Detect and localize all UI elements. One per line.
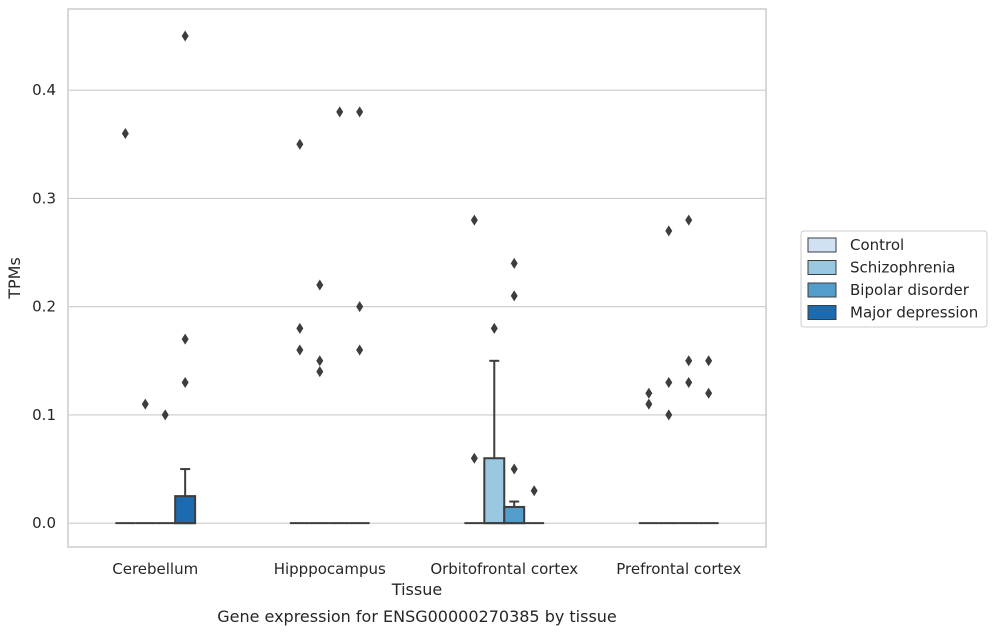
box-plot — [155, 409, 176, 525]
box-plot — [329, 106, 350, 525]
legend-label: Bipolar disorder — [850, 281, 970, 299]
y-tick-label: 0.2 — [32, 298, 56, 316]
outlier-point — [510, 463, 518, 475]
box-plot — [135, 398, 156, 525]
outlier-point — [645, 387, 653, 399]
outlier-point — [356, 344, 364, 356]
outlier-point — [356, 301, 364, 313]
box-plot — [115, 127, 136, 525]
outlier-point — [316, 355, 324, 367]
outlier-point — [181, 376, 189, 388]
outlier-point — [665, 376, 673, 388]
legend-swatch — [807, 305, 837, 320]
grid-lines — [68, 89, 766, 524]
outlier-point — [470, 452, 478, 464]
outlier-point — [665, 225, 673, 237]
x-axis-title: Tissue — [391, 580, 442, 599]
legend-label: Major depression — [850, 304, 978, 322]
box-plot — [483, 322, 506, 525]
box-plot — [309, 279, 330, 525]
legend-frame — [800, 230, 988, 328]
legend: Control Schizophrenia Bipolar disorder Majo… — [800, 230, 988, 328]
outlier-point — [685, 214, 693, 226]
y-tick-labels: 0.0 0.1 0.2 0.3 0.4 — [32, 81, 56, 532]
legend-swatch — [807, 237, 837, 253]
plot-area-frame — [67, 8, 767, 548]
y-tick-label: 0.1 — [32, 406, 56, 424]
outlier-point — [510, 290, 518, 302]
outlier-point — [705, 387, 713, 399]
outlier-point — [685, 355, 693, 367]
box-plot — [464, 214, 485, 525]
outlier-point — [470, 214, 478, 226]
box-plot — [658, 225, 679, 525]
outlier-point — [316, 366, 324, 378]
outlier-point — [356, 106, 364, 118]
outlier-point — [530, 485, 538, 497]
legend-label: Schizophrenia — [850, 259, 955, 277]
outlier-point — [705, 355, 713, 367]
y-tick-label: 0.0 — [32, 514, 56, 532]
outlier-point — [296, 344, 304, 356]
legend-label: Control — [850, 236, 904, 254]
box-plot — [503, 257, 526, 525]
y-tick-label: 0.3 — [32, 189, 56, 207]
outlier-point — [665, 409, 673, 421]
chart-caption: Gene expression for ENSG00000270385 by t… — [217, 607, 617, 626]
x-tick-label: Hipppocampus — [274, 560, 386, 578]
box-plot — [638, 387, 659, 525]
outlier-point — [296, 138, 304, 150]
box-plot — [678, 214, 699, 525]
box — [483, 457, 506, 525]
outlier-point — [336, 106, 344, 118]
legend-swatch — [807, 282, 837, 298]
box-plot — [349, 106, 370, 525]
outlier-point — [161, 409, 169, 421]
outlier-point — [296, 322, 304, 334]
box-plot — [174, 30, 197, 525]
outlier-point — [510, 257, 518, 269]
box — [503, 505, 526, 525]
outlier-point — [141, 398, 149, 410]
outlier-point — [685, 376, 693, 388]
outlier-point — [316, 279, 324, 291]
box-plot — [524, 485, 545, 525]
box-plot — [289, 138, 310, 525]
y-axis-title: TPMs — [5, 257, 24, 300]
box-plots — [115, 30, 719, 525]
box-plot — [698, 355, 719, 525]
outlier-point — [181, 30, 189, 42]
outlier-point — [121, 127, 129, 139]
x-tick-label: Cerebellum — [112, 560, 198, 578]
outlier-point — [490, 322, 498, 334]
legend-swatch — [807, 260, 837, 275]
outlier-point — [645, 398, 653, 410]
x-tick-label: Orbitofrontal cortex — [430, 560, 578, 578]
box — [174, 495, 197, 525]
y-tick-label: 0.4 — [32, 81, 56, 99]
x-tick-label: Prefrontal cortex — [616, 560, 741, 578]
outlier-point — [181, 333, 189, 345]
x-tick-labels: Cerebellum Hipppocampus Orbitofrontal cort… — [112, 560, 741, 578]
